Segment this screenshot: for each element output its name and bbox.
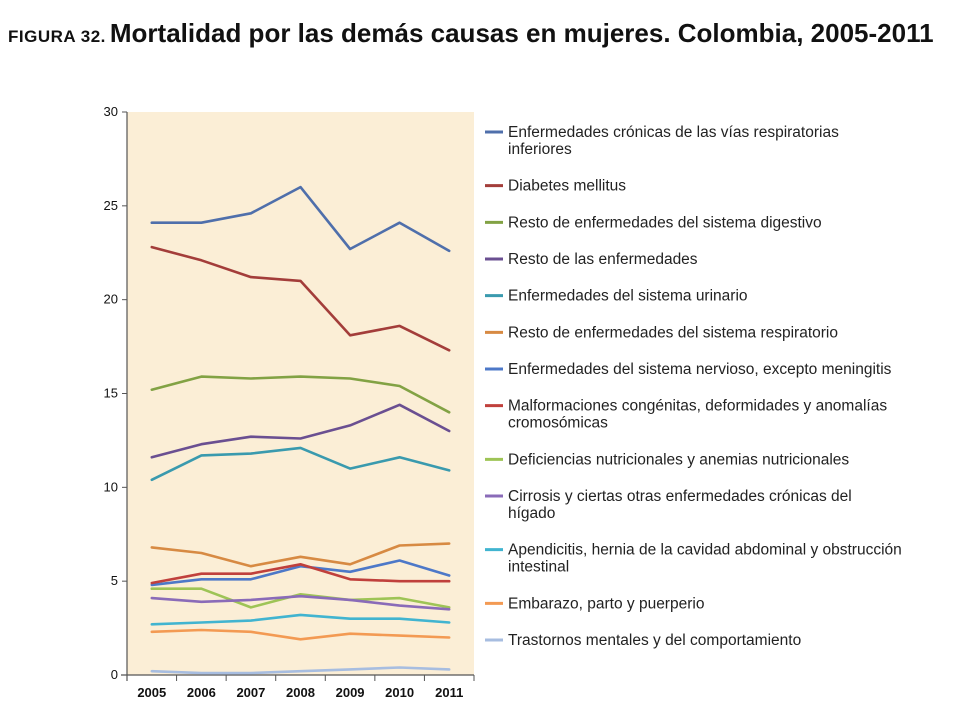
series-line-10 bbox=[150, 594, 451, 611]
series-line-3 bbox=[150, 375, 451, 414]
legend-item-10: Cirrosis y ciertas otras enfermedades cr… bbox=[485, 488, 852, 522]
series-line-9 bbox=[150, 587, 451, 609]
legend-label: Enfermedades crónicas de las vías respir… bbox=[508, 124, 839, 158]
legend-label: Embarazo, parto y puerperio bbox=[508, 595, 704, 612]
legend-item-5: Enfermedades del sistema urinario bbox=[485, 288, 748, 305]
legend-item-3: Resto de enfermedades del sistema digest… bbox=[485, 214, 822, 231]
series-line-12 bbox=[150, 628, 451, 641]
y-tick-label: 15 bbox=[104, 386, 118, 401]
x-tick-label: 2005 bbox=[137, 685, 166, 700]
legend-item-13: Trastornos mentales y del comportamiento bbox=[485, 632, 801, 649]
figure-label: FIGURA 32. bbox=[8, 27, 106, 46]
legend-label: Deficiencias nutricionales y anemias nut… bbox=[508, 451, 849, 468]
x-tick-label: 2008 bbox=[286, 685, 315, 700]
legend-label: Malformaciones congénitas, deformidades … bbox=[508, 398, 887, 432]
legend-label: Apendicitis, hernia de la cavidad abdomi… bbox=[508, 542, 902, 576]
y-tick-label: 20 bbox=[104, 292, 118, 307]
chart-axes: 0 5 10 15 20 25 30 2005 2006 2007 2008 2009 2010 2011 bbox=[104, 104, 475, 700]
legend-label: Resto de las enfermedades bbox=[508, 251, 698, 268]
x-tick-label: 2010 bbox=[385, 685, 414, 700]
legend-label: Enfermedades del sistema nervioso, excep… bbox=[508, 361, 892, 378]
plot-area bbox=[127, 112, 474, 675]
figure-title: Mortalidad por las demás causas en mujer… bbox=[109, 18, 934, 48]
legend-item-9: Deficiencias nutricionales y anemias nut… bbox=[485, 451, 849, 468]
legend-item-11: Apendicitis, hernia de la cavidad abdomi… bbox=[485, 542, 902, 576]
chart-title: FIGURA 32. Mortalidad por las demás causa… bbox=[8, 18, 948, 58]
x-tick-label: 2011 bbox=[435, 685, 463, 700]
y-tick-label: 10 bbox=[104, 479, 118, 494]
series-line-5 bbox=[150, 446, 451, 482]
legend-label: Resto de enfermedades del sistema digest… bbox=[508, 214, 822, 231]
series-line-8 bbox=[150, 562, 451, 585]
y-tick-label: 25 bbox=[104, 198, 118, 213]
legend-label: Diabetes mellitus bbox=[508, 178, 626, 195]
legend-item-1: Enfermedades crónicas de las vías respir… bbox=[485, 124, 839, 158]
legend-label: Resto de enfermedades del sistema respir… bbox=[508, 324, 838, 341]
x-tick-label: 2009 bbox=[336, 685, 365, 700]
x-tick-label: 2007 bbox=[236, 685, 265, 700]
legend-label: Cirrosis y ciertas otras enfermedades cr… bbox=[508, 488, 852, 522]
x-tick-label: 2006 bbox=[187, 685, 216, 700]
series-line-1 bbox=[150, 185, 451, 253]
series-line-6 bbox=[150, 542, 451, 568]
legend-item-7: Enfermedades del sistema nervioso, excep… bbox=[485, 361, 892, 378]
series-line-2 bbox=[150, 245, 451, 352]
legend-item-6: Resto de enfermedades del sistema respir… bbox=[485, 324, 838, 341]
series-line-11 bbox=[150, 613, 451, 626]
series-lines bbox=[150, 185, 451, 675]
y-tick-label: 30 bbox=[104, 104, 118, 119]
legend-item-8: Malformaciones congénitas, deformidades … bbox=[485, 398, 887, 432]
y-tick-label: 5 bbox=[111, 573, 118, 588]
legend-label: Trastornos mentales y del comportamiento bbox=[508, 632, 801, 649]
y-tick-label: 0 bbox=[111, 667, 118, 682]
series-line-4 bbox=[150, 403, 451, 459]
legend-item-2: Diabetes mellitus bbox=[485, 178, 626, 195]
chart-legend: Enfermedades crónicas de las vías respir… bbox=[485, 124, 902, 649]
legend-item-12: Embarazo, parto y puerperio bbox=[485, 595, 704, 612]
legend-label: Enfermedades del sistema urinario bbox=[508, 288, 748, 305]
series-line-13 bbox=[150, 666, 451, 675]
series-line-7 bbox=[150, 559, 451, 587]
legend-item-4: Resto de las enfermedades bbox=[485, 251, 698, 268]
